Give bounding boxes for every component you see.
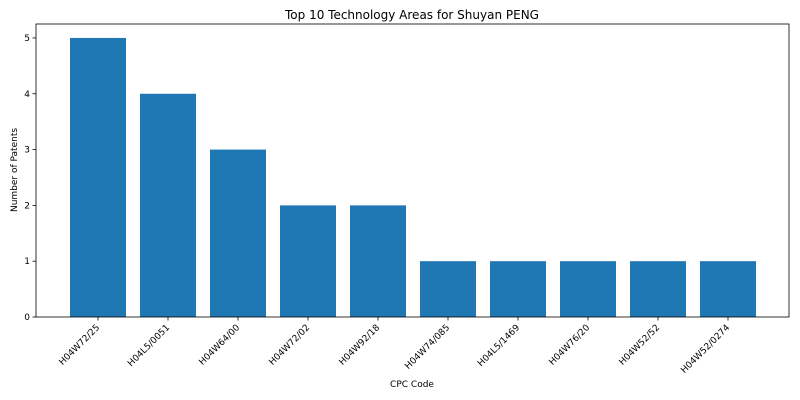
x-tick-label: H04W52/0274 [679,323,732,376]
bars-group [70,38,756,317]
x-tick-label: H04W72/02 [268,323,313,368]
bar-h04w64-00 [210,150,266,317]
y-axis-label: Number of Patents [10,128,20,212]
bar-h04w74-085 [420,261,476,317]
x-tick-label: H04W76/20 [548,323,593,368]
y-tick-label: 3 [24,146,30,156]
bar-h04w92-18 [350,205,406,317]
bar-h04w52-52 [630,261,686,317]
y-tick-label: 2 [24,201,30,211]
y-tick-label: 0 [24,313,30,323]
bar-h04l5-1469 [490,261,546,317]
x-tick-label: H04W52/52 [618,323,663,368]
chart-title: Top 10 Technology Areas for Shuyan PENG [284,8,539,22]
y-axis: 0 1 2 3 4 5 [24,34,36,323]
y-tick-label: 1 [24,257,30,267]
bar-h04l5-0051 [140,94,196,317]
bar-h04w72-25 [70,38,126,317]
y-tick-label: 4 [24,90,30,100]
bar-h04w72-02 [280,205,336,317]
x-tick-label: H04L5/1469 [476,323,522,369]
x-tick-label: H04W92/18 [338,323,383,368]
x-tick-label: H04L5/0051 [126,323,172,369]
x-axis-label: CPC Code [390,380,434,390]
x-axis: H04W72/25 H04L5/0051 H04W64/00 H04W72/02 H04… [58,317,733,376]
x-tick-label: H04W74/085 [403,323,452,372]
x-tick-label: H04W64/00 [198,323,243,368]
bar-h04w52-0274 [700,261,756,317]
x-tick-label: H04W72/25 [58,323,103,368]
bar-h04w76-20 [560,261,616,317]
y-tick-label: 5 [24,34,30,44]
